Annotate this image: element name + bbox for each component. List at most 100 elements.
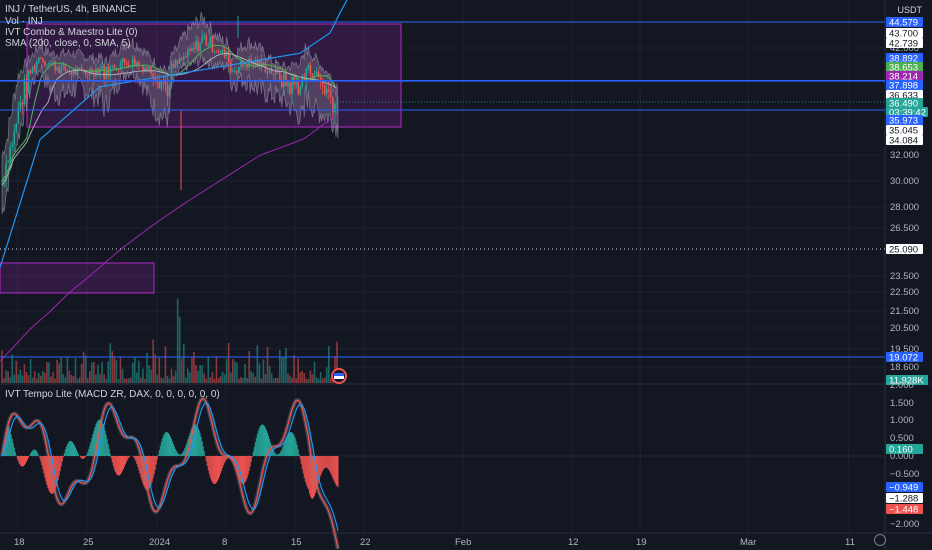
legend-sma[interactable]: SMA (200, close, 0, SMA, 5) [5,38,131,49]
macd-histogram-bar [251,456,253,457]
macd-histogram-bar [88,448,90,456]
macd-histogram-bar [118,456,120,476]
macd-histogram-bar [257,430,259,456]
macd-histogram-bar [23,456,25,466]
macd-histogram-bar [128,456,130,459]
candle-body [7,161,9,164]
volume-bar [113,356,116,383]
macd-histogram-bar [275,453,277,456]
volume-bar [336,341,338,383]
macd-histogram-bar [174,446,176,456]
price-axis[interactable]: 42.000 32.000 30.000 28.000 26.500 23.500 22.5… [886,17,928,530]
macd-histogram-bar [177,452,179,456]
candle-body [311,73,314,80]
time-axis-label: 2024 [149,537,170,548]
macd-histogram-bar [28,456,30,458]
macd-histogram-bar [182,452,184,456]
macd-histogram-bar [222,456,224,469]
macd-histogram-bar [245,456,247,481]
volume-bar [221,371,224,383]
volume-bar [125,378,128,383]
volume-bar [23,364,26,383]
volume-bar [152,339,154,383]
demand-box [0,262,155,294]
volume-bar [315,377,318,383]
macd-histogram-bar [269,439,271,456]
candle-body [46,64,48,66]
flag-icon[interactable] [331,368,347,384]
candle-body [325,89,328,94]
macd-histogram-bar [248,456,250,472]
macd-histogram-bar [62,456,64,458]
volume-bar [107,361,110,383]
macd-histogram-bar [173,444,175,456]
candle-body [80,67,83,70]
macd-histogram-bar [294,437,296,456]
macd-histogram-bar [98,419,100,456]
candle-body [64,63,67,71]
legend-volume[interactable]: Vol · INJ [5,16,43,27]
macd-histogram-bar [200,437,202,456]
macd-histogram-bar [115,456,117,474]
macd-histogram-bar [68,441,70,456]
candle-body [299,86,302,95]
price-tag [886,71,923,81]
candle-body [58,67,60,74]
symbol-title[interactable]: INJ / TetherUS, 4h, BINANCE [5,4,137,15]
candle-body [54,61,56,71]
macd-histogram-bar [278,453,280,456]
volume-bar [48,362,50,383]
gear-icon[interactable] [874,534,886,546]
volume-bar [313,361,316,383]
macd-histogram-bar [196,425,198,456]
candle-body [146,67,148,71]
macd-histogram-bar [164,432,166,456]
macd-histogram-bar [50,456,52,494]
macd-histogram-bar [337,456,339,488]
macd-histogram-bar [259,425,261,456]
volume-bar [80,363,83,383]
macd-histogram-bar [263,426,265,456]
macd-histogram-bar [202,446,204,456]
volume-bar [105,378,107,383]
volume-bar [7,371,9,383]
legend-macd[interactable]: IVT Tempo Lite (MACD ZR, DAX, 0, 0, 0, 0… [5,389,220,400]
candle-body [160,81,163,89]
macd-histogram-bar [142,456,144,484]
macd-histogram-bar [241,456,243,484]
macd-histogram-bar [234,456,236,468]
price-axis-label: 32.000 [890,150,919,161]
price-tag [886,135,923,145]
macd-histogram-bar [92,434,94,456]
volume-bar [40,375,42,383]
volume-bar [138,360,140,383]
currency-label[interactable]: USDT [897,5,923,15]
candle-body [78,67,81,69]
macd-histogram-bar [261,424,263,456]
candle-body [148,66,150,71]
candle-body [172,64,175,68]
macd-tag-label: 0.160 [889,445,913,456]
macd-histogram-bar [264,427,266,456]
volume-bar [195,365,197,383]
volume-bar [31,377,34,383]
macd-histogram-bar [125,456,127,465]
volume-bar [207,356,210,383]
volume-bar [203,373,206,383]
legend-ivt-combo[interactable]: IVT Combo & Maestro Lite (0) [5,27,138,38]
macd-histogram-bar [152,456,154,479]
volume-bar [325,367,328,383]
volume-bar [321,378,324,383]
macd-histogram-bar [321,456,323,474]
price-axis-label: 19.500 [890,344,919,355]
macd-histogram-bar [61,456,63,462]
macd-histogram-bar [209,456,211,478]
macd-histogram-bar [286,436,288,456]
volume-bar [258,363,261,383]
macd-histogram-bar [325,456,327,468]
candle-body [182,56,185,60]
time-axis[interactable]: 18 25 2024 8 15 22 Feb 12 19 Mar 11 [14,537,855,548]
candle-body [11,144,14,147]
